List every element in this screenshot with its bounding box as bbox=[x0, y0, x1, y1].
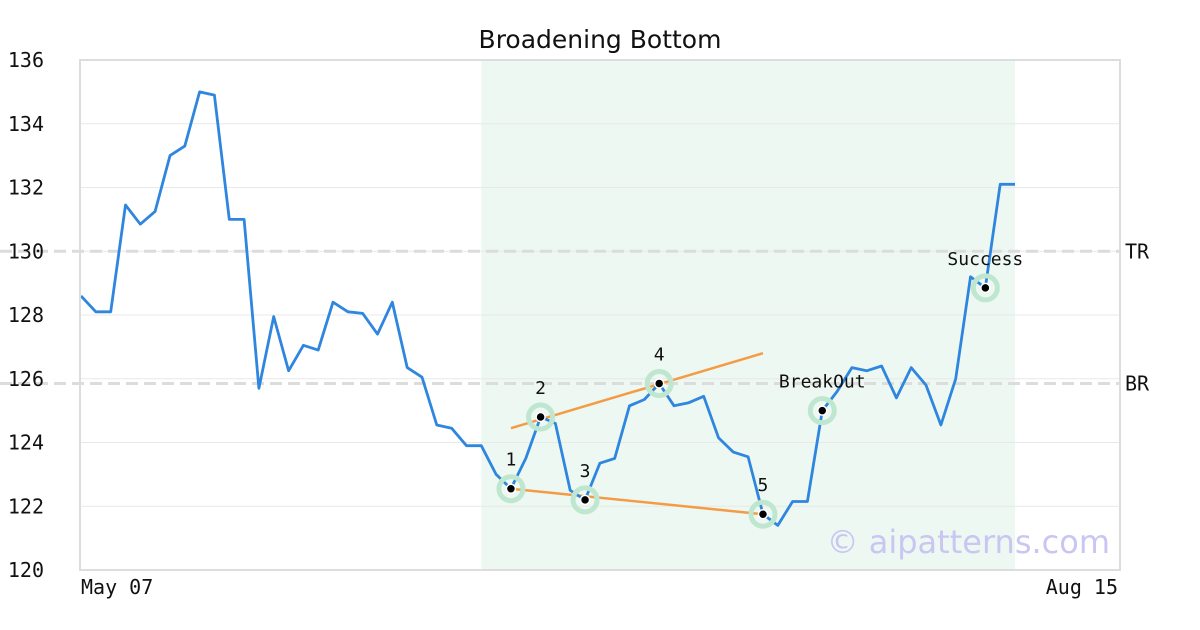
pattern-point-5 bbox=[757, 508, 769, 520]
plot-frame bbox=[79, 59, 1121, 571]
pattern-point-halo-success bbox=[970, 273, 1000, 303]
pattern-point-halo-2 bbox=[526, 402, 556, 432]
y-tick-label: 136 bbox=[8, 48, 44, 72]
y-tick-label: 128 bbox=[8, 303, 44, 327]
x-tick-label: Aug 15 bbox=[1046, 575, 1118, 599]
pattern-point-2 bbox=[535, 411, 546, 423]
pattern-label-3: 3 bbox=[580, 461, 591, 482]
pattern-label-2: 2 bbox=[535, 378, 546, 399]
pattern-point-3 bbox=[579, 494, 591, 506]
pattern-point-4 bbox=[653, 378, 665, 389]
pattern-point-halo-5 bbox=[748, 499, 778, 529]
y-tick-label: 126 bbox=[8, 367, 44, 391]
chart-title: Broadening Bottom bbox=[479, 25, 722, 54]
y-tick-label: 124 bbox=[8, 431, 44, 455]
watermark: © aipatterns.com bbox=[827, 523, 1110, 561]
pattern-label-1: 1 bbox=[506, 450, 517, 471]
y-tick-label: 130 bbox=[8, 239, 44, 263]
y-tick-label: 120 bbox=[8, 558, 44, 582]
y-tick-label: 134 bbox=[8, 112, 44, 136]
pattern-point-breakout bbox=[817, 405, 828, 416]
y-tick-label: 132 bbox=[8, 176, 44, 200]
pattern-label-success: Success bbox=[947, 249, 1023, 270]
trendline-lower bbox=[510, 487, 764, 516]
pattern-label-breakout: BreakOut bbox=[779, 372, 866, 393]
level-label-br: BR bbox=[1125, 372, 1150, 396]
pattern-point-1 bbox=[505, 483, 517, 494]
pattern-point-halo-3 bbox=[570, 485, 600, 515]
price-line bbox=[79, 90, 1015, 527]
level-label-tr: TR bbox=[1125, 239, 1150, 263]
pattern-point-halo-1 bbox=[496, 474, 526, 504]
pattern-point-halo-4 bbox=[644, 369, 674, 399]
pattern-label-5: 5 bbox=[758, 475, 769, 496]
y-tick-label: 122 bbox=[8, 494, 44, 518]
pattern-point-halo-breakout bbox=[807, 396, 837, 426]
x-tick-label: May 07 bbox=[81, 575, 153, 599]
pattern-label-4: 4 bbox=[654, 345, 665, 366]
pattern-point-success bbox=[980, 282, 991, 294]
